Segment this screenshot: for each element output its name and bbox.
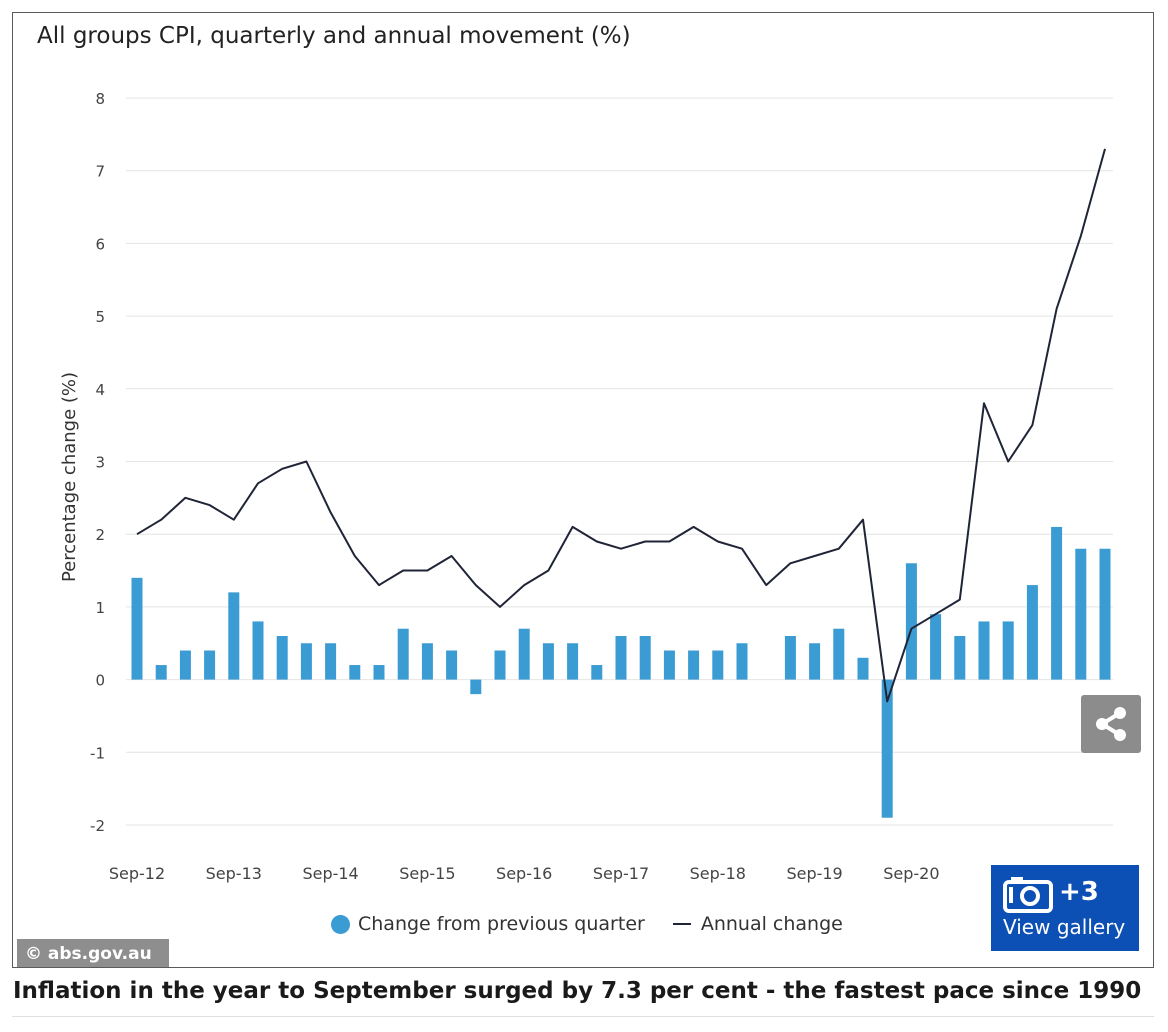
y-tick-label: -2 <box>90 817 105 835</box>
bar <box>784 635 796 680</box>
legend-bar-swatch <box>331 914 350 934</box>
y-tick-label: 3 <box>95 454 105 472</box>
bar <box>421 643 433 680</box>
x-tick-label: Sep-19 <box>786 864 842 883</box>
bar <box>833 628 845 680</box>
bar <box>663 650 675 680</box>
source-watermark: © abs.gov.au <box>17 939 169 967</box>
bar <box>1051 526 1063 680</box>
bar <box>179 650 191 680</box>
chart-title: All groups CPI, quarterly and annual mov… <box>37 23 631 49</box>
x-tick-label: Sep-12 <box>109 864 165 883</box>
bar <box>905 563 917 680</box>
legend-entry-annual: Annual change <box>700 913 843 935</box>
y-tick-label: 4 <box>95 381 105 399</box>
y-tick-label: 5 <box>95 308 105 326</box>
y-tick-label: 1 <box>95 599 105 617</box>
bar <box>300 643 312 680</box>
image-caption: Inflation in the year to September surge… <box>13 978 1142 1004</box>
bar <box>857 657 869 680</box>
bar <box>252 621 264 680</box>
y-axis-label: Percentage change (%) <box>59 372 80 582</box>
chart-frame: All groups CPI, quarterly and annual mov… <box>12 12 1154 968</box>
bar <box>349 665 361 680</box>
camera-icon <box>1003 877 1053 913</box>
bar <box>1002 621 1014 680</box>
bar-series <box>131 526 1111 818</box>
bar <box>325 643 337 680</box>
bar <box>542 643 554 680</box>
y-tick-label: 8 <box>95 90 105 108</box>
bar <box>736 643 748 680</box>
bar <box>567 643 579 680</box>
y-axis-ticks: -2 -1 0 1 2 3 4 5 6 7 8 <box>90 90 105 835</box>
gridlines <box>126 97 1113 826</box>
caption-divider <box>12 1016 1154 1017</box>
x-tick-label: Sep-20 <box>883 864 939 883</box>
bar <box>373 665 385 680</box>
x-tick-label: Sep-15 <box>399 864 455 883</box>
x-tick-label: Sep-17 <box>593 864 649 883</box>
legend-entry-quarterly: Change from previous quarter <box>358 913 645 935</box>
legend: Change from previous quarter Annual chan… <box>331 913 843 935</box>
bar <box>978 621 990 680</box>
bar <box>1026 585 1038 680</box>
bar <box>446 650 458 680</box>
x-tick-label: Sep-14 <box>302 864 358 883</box>
bar <box>228 592 240 680</box>
bar <box>954 635 966 680</box>
y-tick-label: 0 <box>95 672 105 690</box>
bar <box>276 635 288 680</box>
x-axis-ticks: Sep-12 Sep-13 Sep-14 Sep-15 Sep-16 Sep-17 Sep-… <box>109 864 1013 883</box>
x-tick-label: Sep-18 <box>690 864 746 883</box>
bar <box>470 679 482 695</box>
bar <box>1099 548 1111 680</box>
bar <box>809 643 821 680</box>
bar <box>688 650 700 680</box>
bar <box>615 635 627 680</box>
bar <box>494 650 506 680</box>
bar <box>591 665 603 680</box>
y-tick-label: 6 <box>95 235 105 253</box>
gallery-count: +3 <box>1059 877 1099 907</box>
x-tick-label: Sep-16 <box>496 864 552 883</box>
bar <box>639 635 651 680</box>
annual-change-line <box>136 148 1106 703</box>
bar <box>518 628 530 680</box>
bar <box>930 614 942 680</box>
view-gallery-button[interactable]: +3 View gallery <box>991 865 1139 951</box>
bar <box>1075 548 1087 680</box>
y-tick-label: 7 <box>95 163 105 181</box>
bar <box>131 577 143 680</box>
gallery-label: View gallery <box>1003 915 1126 939</box>
y-tick-label: -1 <box>90 744 105 762</box>
share-icon <box>1096 707 1126 741</box>
x-tick-label: Sep-13 <box>206 864 262 883</box>
bar <box>712 650 724 680</box>
share-button[interactable] <box>1081 695 1141 753</box>
bar <box>204 650 216 680</box>
bar <box>881 679 893 818</box>
bar <box>397 628 409 680</box>
y-tick-label: 2 <box>95 526 105 544</box>
line-series <box>136 148 1106 703</box>
legend-line-swatch <box>672 923 691 925</box>
bar <box>155 665 167 680</box>
